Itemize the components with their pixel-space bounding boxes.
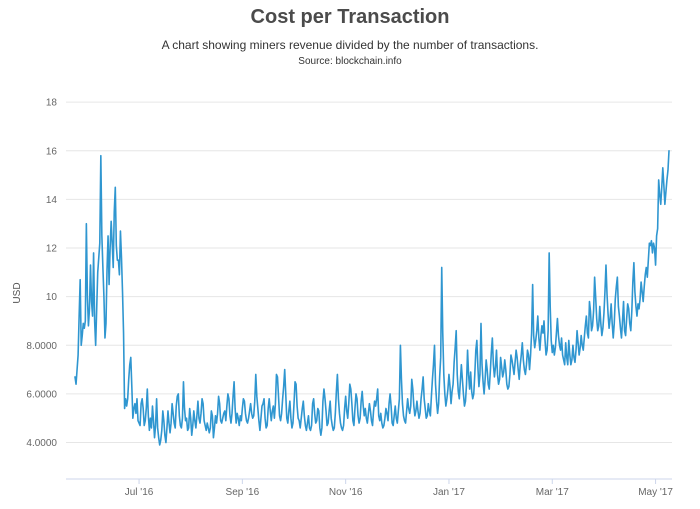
y-tick-label: 4.0000: [26, 438, 57, 449]
x-tick-label: Jan '17: [433, 487, 465, 498]
x-tick-label: Nov '16: [329, 487, 363, 498]
y-tick-label: 16: [46, 146, 58, 157]
x-tick-label: Mar '17: [536, 487, 569, 498]
y-tick-label: 14: [46, 195, 58, 206]
y-tick-label: 6.0000: [26, 389, 57, 400]
chart-subtitle: A chart showing miners revenue divided b…: [161, 38, 539, 52]
chart-source: Source: blockchain.info: [298, 56, 402, 67]
y-tick-label: 18: [46, 98, 58, 109]
x-axis-ticks: Jul '16 Sep '16 Nov '16 Jan '17 Mar '17 May '…: [125, 479, 673, 498]
y-axis-label: USD: [12, 282, 23, 303]
x-tick-label: Sep '16: [226, 487, 260, 498]
y-tick-label: 12: [46, 244, 58, 255]
grid: [66, 101, 672, 444]
x-tick-label: Jul '16: [125, 487, 154, 498]
y-tick-label: 10: [46, 292, 58, 303]
y-tick-label: 8.0000: [26, 341, 57, 352]
series-line[interactable]: [74, 149, 670, 446]
x-tick-label: May '17: [638, 487, 673, 498]
y-axis-ticks: 4.0000 6.0000 8.0000 10 12 14 16 18: [26, 98, 57, 449]
chart-title: Cost per Transaction: [250, 6, 450, 28]
